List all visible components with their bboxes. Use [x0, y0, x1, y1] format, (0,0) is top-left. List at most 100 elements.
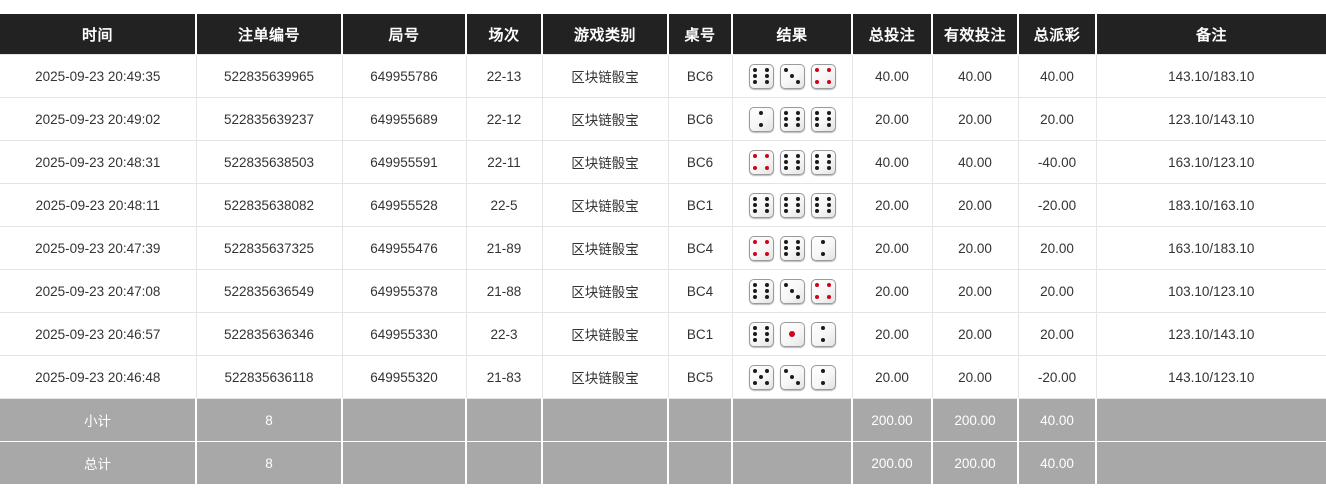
dice-icon [748, 106, 774, 132]
cell-payout: -20.00 [1018, 355, 1097, 399]
cell-round-no: 649955591 [342, 140, 467, 184]
summary-remark [1096, 441, 1326, 485]
cell-total-bet: 20.00 [852, 226, 933, 270]
cell-round-no: 649955786 [342, 54, 467, 98]
table-row[interactable]: 2025-09-23 20:48:11 522835638082 649955528… [0, 183, 1326, 227]
cell-round-no: 649955476 [342, 226, 467, 270]
table-header: 时间 注单编号 局号 场次 游戏类别 桌号 结果 总投注 有效投注 总派彩 备注 [0, 14, 1326, 55]
table-row[interactable]: 2025-09-23 20:46:57 522835636346 649955330… [0, 312, 1326, 356]
dice-icon [810, 364, 836, 390]
table-row[interactable]: 2025-09-23 20:47:39 522835637325 649955476… [0, 226, 1326, 270]
cell-valid-bet: 20.00 [932, 312, 1019, 356]
cell-result [732, 355, 853, 399]
column-header-total-bet[interactable]: 总投注 [852, 14, 933, 55]
summary-total-bet: 200.00 [852, 441, 933, 485]
cell-valid-bet: 20.00 [932, 355, 1019, 399]
cell-total-bet: 20.00 [852, 312, 933, 356]
cell-total-bet: 20.00 [852, 269, 933, 313]
cell-remark: 163.10/183.10 [1096, 226, 1326, 270]
dice-group [735, 235, 850, 261]
cell-session: 22-5 [466, 183, 543, 227]
cell-game-type: 区块链骰宝 [542, 140, 669, 184]
table-row[interactable]: 2025-09-23 20:46:48 522835636118 649955320… [0, 355, 1326, 399]
dice-group [735, 63, 850, 89]
cell-session: 22-11 [466, 140, 543, 184]
column-header-remark[interactable]: 备注 [1096, 14, 1326, 55]
cell-result [732, 54, 853, 98]
column-header-order-no[interactable]: 注单编号 [196, 14, 343, 55]
cell-payout: 20.00 [1018, 269, 1097, 313]
cell-valid-bet: 20.00 [932, 183, 1019, 227]
summary-round-no [342, 441, 467, 485]
cell-payout: 20.00 [1018, 226, 1097, 270]
cell-order-no: 522835638082 [196, 183, 343, 227]
column-header-payout[interactable]: 总派彩 [1018, 14, 1097, 55]
cell-remark: 123.10/143.10 [1096, 312, 1326, 356]
summary-valid-bet: 200.00 [932, 398, 1019, 442]
cell-total-bet: 20.00 [852, 183, 933, 227]
cell-session: 21-89 [466, 226, 543, 270]
summary-payout: 40.00 [1018, 441, 1097, 485]
cell-valid-bet: 40.00 [932, 140, 1019, 184]
dice-group [735, 364, 850, 390]
column-header-table-no[interactable]: 桌号 [668, 14, 733, 55]
table-summary: 小计 8 200.00 200.00 40.00 总计 8 200.00 200.00 40.00 [0, 398, 1326, 485]
cell-payout: 20.00 [1018, 97, 1097, 141]
dice-icon [779, 192, 805, 218]
dice-group [735, 192, 850, 218]
cell-table-no: BC4 [668, 269, 733, 313]
table-row[interactable]: 2025-09-23 20:49:02 522835639237 649955689… [0, 97, 1326, 141]
table-row[interactable]: 2025-09-23 20:47:08 522835636549 649955378… [0, 269, 1326, 313]
cell-result [732, 269, 853, 313]
column-header-result[interactable]: 结果 [732, 14, 853, 55]
summary-session [466, 441, 543, 485]
dice-icon [748, 364, 774, 390]
summary-count: 8 [196, 398, 343, 442]
cell-total-bet: 40.00 [852, 54, 933, 98]
dice-icon [779, 321, 805, 347]
cell-valid-bet: 20.00 [932, 226, 1019, 270]
cell-total-bet: 20.00 [852, 355, 933, 399]
summary-row: 总计 8 200.00 200.00 40.00 [0, 441, 1326, 485]
cell-order-no: 522835638503 [196, 140, 343, 184]
cell-session: 22-12 [466, 97, 543, 141]
dice-icon [779, 364, 805, 390]
column-header-game-type[interactable]: 游戏类别 [542, 14, 669, 55]
cell-total-bet: 40.00 [852, 140, 933, 184]
cell-game-type: 区块链骰宝 [542, 312, 669, 356]
column-header-round-no[interactable]: 局号 [342, 14, 467, 55]
dice-icon [748, 321, 774, 347]
summary-payout: 40.00 [1018, 398, 1097, 442]
cell-payout: -20.00 [1018, 183, 1097, 227]
cell-table-no: BC5 [668, 355, 733, 399]
dice-icon [748, 235, 774, 261]
cell-table-no: BC1 [668, 312, 733, 356]
cell-payout: 20.00 [1018, 312, 1097, 356]
cell-remark: 103.10/123.10 [1096, 269, 1326, 313]
dice-icon [810, 235, 836, 261]
dice-group [735, 106, 850, 132]
dice-icon [748, 192, 774, 218]
cell-session: 21-83 [466, 355, 543, 399]
cell-valid-bet: 40.00 [932, 54, 1019, 98]
table-row[interactable]: 2025-09-23 20:48:31 522835638503 649955591… [0, 140, 1326, 184]
header-row: 时间 注单编号 局号 场次 游戏类别 桌号 结果 总投注 有效投注 总派彩 备注 [0, 14, 1326, 55]
cell-order-no: 522835636118 [196, 355, 343, 399]
cell-payout: 40.00 [1018, 54, 1097, 98]
dice-icon [779, 235, 805, 261]
cell-round-no: 649955689 [342, 97, 467, 141]
cell-game-type: 区块链骰宝 [542, 269, 669, 313]
column-header-time[interactable]: 时间 [0, 14, 197, 55]
cell-total-bet: 20.00 [852, 97, 933, 141]
cell-remark: 183.10/163.10 [1096, 183, 1326, 227]
column-header-valid-bet[interactable]: 有效投注 [932, 14, 1019, 55]
dice-group [735, 321, 850, 347]
column-header-session[interactable]: 场次 [466, 14, 543, 55]
cell-round-no: 649955320 [342, 355, 467, 399]
cell-game-type: 区块链骰宝 [542, 97, 669, 141]
table-row[interactable]: 2025-09-23 20:49:35 522835639965 649955786… [0, 54, 1326, 98]
cell-round-no: 649955330 [342, 312, 467, 356]
cell-time: 2025-09-23 20:47:08 [0, 269, 197, 313]
cell-session: 21-88 [466, 269, 543, 313]
cell-order-no: 522835639965 [196, 54, 343, 98]
